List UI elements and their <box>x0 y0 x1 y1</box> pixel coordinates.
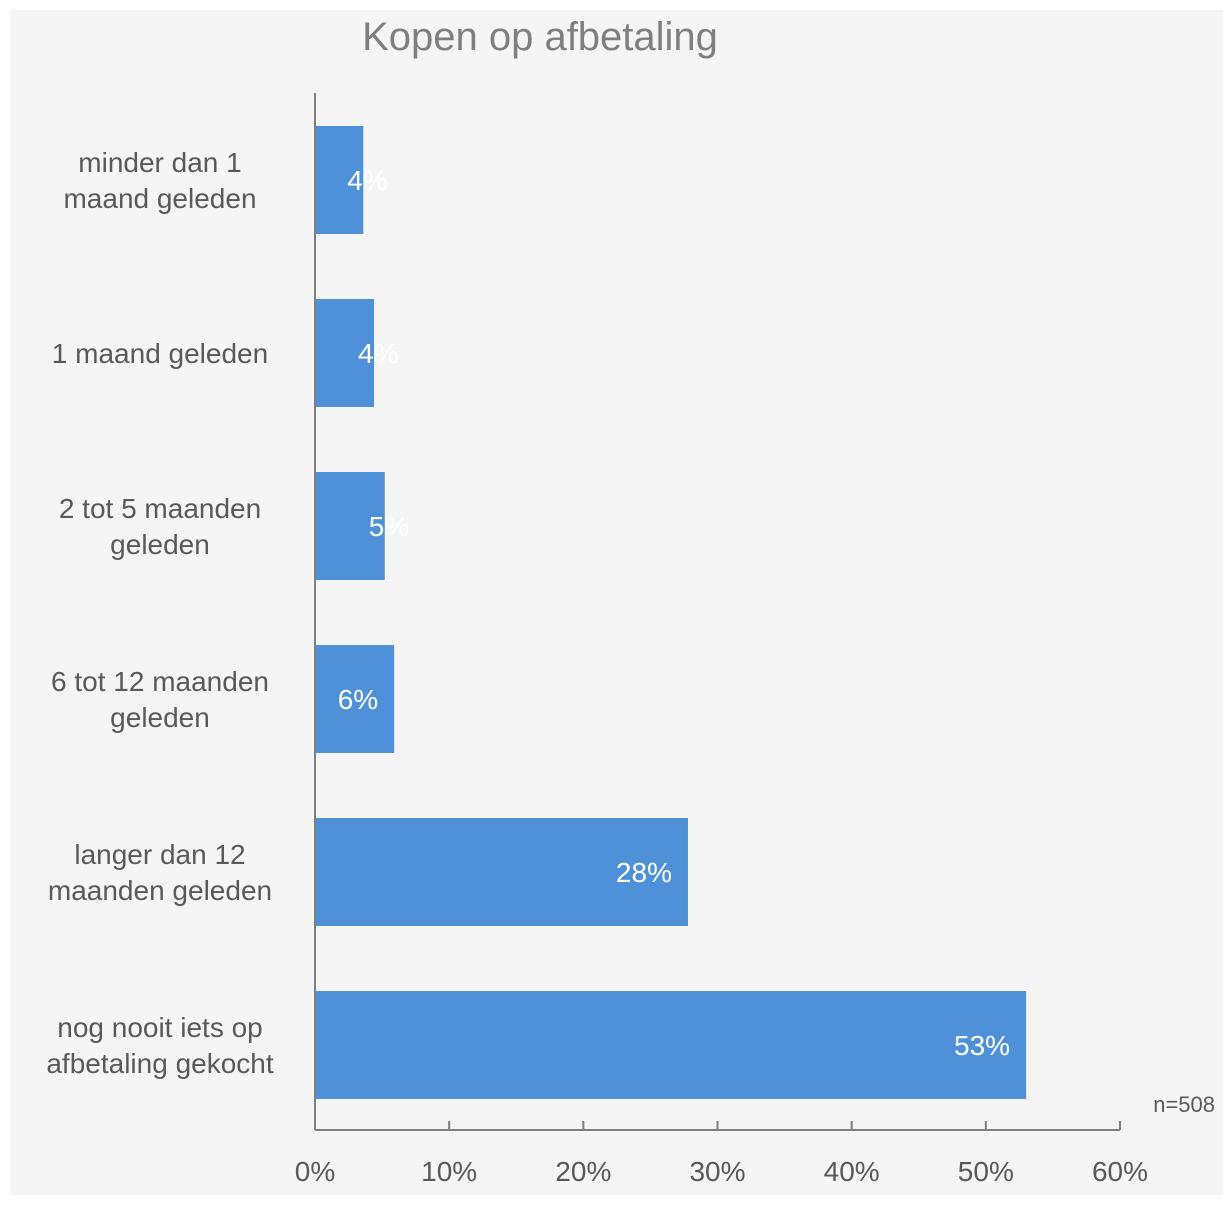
sample-size-note: n=508 <box>1153 1092 1215 1117</box>
category-label: langer dan 12 maanden geleden <box>48 839 272 906</box>
data-label: 4% <box>358 338 398 369</box>
data-label: 6% <box>338 684 378 715</box>
axes-group <box>314 93 1120 1131</box>
bars-group: 4% 4% 5% 6% 28% 53% <box>315 126 1027 1099</box>
data-label: 53% <box>954 1030 1010 1061</box>
category-label: 2 tot 5 maanden geleden <box>59 493 261 560</box>
category-label: 1 maand geleden <box>52 338 268 369</box>
bar <box>315 645 395 753</box>
x-tick-label: 10% <box>421 1156 477 1187</box>
bar <box>315 818 688 926</box>
x-tick-label: 50% <box>958 1156 1014 1187</box>
category-label: minder dan 1 maand geleden <box>63 147 256 214</box>
x-tick-label: 0% <box>295 1156 335 1187</box>
x-tick-label: 60% <box>1092 1156 1148 1187</box>
data-label: 28% <box>616 857 672 888</box>
data-label: 5% <box>369 511 409 542</box>
x-tick-label: 20% <box>555 1156 611 1187</box>
category-label: nog nooit iets op afbetaling gekocht <box>46 1012 274 1079</box>
bar <box>315 472 385 580</box>
bar <box>315 299 375 407</box>
bar <box>315 126 364 234</box>
category-labels: minder dan 1 maand geleden 1 maand geleden… <box>46 147 274 1079</box>
category-label: 6 tot 12 maanden geleden <box>51 666 269 733</box>
tick-labels: 0% 10% 20% 30% 40% 50% 60% <box>295 1121 1148 1187</box>
x-tick-label: 30% <box>689 1156 745 1187</box>
chart-title: Kopen op afbetaling <box>362 15 718 59</box>
x-tick-label: 40% <box>824 1156 880 1187</box>
bar <box>315 991 1027 1099</box>
data-label: 4% <box>347 165 387 196</box>
